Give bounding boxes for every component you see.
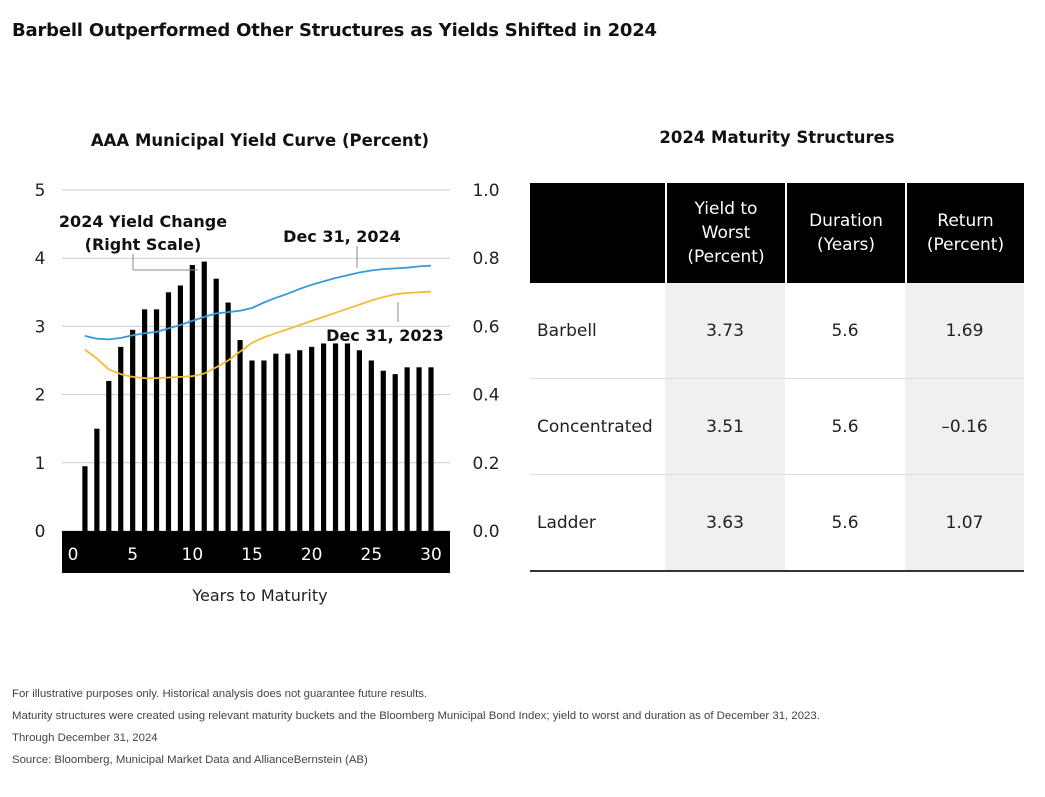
left-y-tick-label: 4	[35, 249, 46, 269]
right-y-tick-label: 0.4	[472, 386, 499, 406]
yield-change-bar	[368, 360, 374, 531]
table-row: Barbell 3.73 5.6 1.69	[530, 283, 1024, 379]
x-tick-label: 30	[420, 545, 442, 565]
yield-change-bar	[392, 374, 398, 531]
yield-change-bar	[177, 285, 183, 531]
cell-yield: 3.51	[665, 379, 785, 475]
yield-change-bar	[416, 367, 422, 531]
cell-return: 1.07	[905, 475, 1024, 572]
x-tick-label: 25	[361, 545, 383, 565]
line-dec-2023	[84, 290, 432, 380]
header-yield-to-worst: Yield to Worst (Percent)	[665, 183, 785, 283]
annotation-yield-change-line2: (Right Scale)	[85, 235, 202, 254]
right-y-tick-label: 0.6	[472, 317, 499, 337]
yield-change-bar	[356, 350, 362, 531]
yield-change-bar	[404, 367, 410, 531]
footnote: Source: Bloomberg, Municipal Market Data…	[12, 754, 368, 766]
cell-duration: 5.6	[785, 475, 905, 572]
yield-change-bar	[189, 265, 195, 531]
row-label: Ladder	[530, 475, 665, 572]
line-dec-2024	[84, 264, 432, 341]
yield-change-bar	[297, 350, 303, 531]
cell-return: 1.69	[905, 283, 1024, 379]
yield-change-bar	[225, 302, 231, 531]
table-title: 2024 Maturity Structures	[659, 128, 895, 147]
annotation-yield-change-line1: 2024 Yield Change	[59, 212, 227, 231]
header-duration: Duration (Years)	[785, 183, 905, 283]
x-axis-label: Years to Maturity	[191, 586, 327, 605]
cell-duration: 5.6	[785, 283, 905, 379]
right-y-tick-label: 0.2	[472, 454, 499, 474]
header-blank	[530, 183, 665, 283]
yield-change-bar	[428, 367, 434, 531]
right-y-tick-label: 1.0	[472, 181, 499, 201]
yield-change-bar	[249, 360, 255, 531]
x-tick-label: 0	[68, 545, 79, 565]
page-title: Barbell Outperformed Other Structures as…	[12, 20, 657, 41]
yield-change-bar	[118, 346, 124, 531]
left-y-tick-label: 5	[35, 181, 46, 201]
annotation-dec-2023: Dec 31, 2023	[326, 326, 444, 345]
yield-change-bar	[153, 309, 160, 531]
footnote: Through December 31, 2024	[12, 732, 158, 744]
table-header-row: Yield to Worst (Percent) Duration (Years…	[530, 183, 1024, 283]
yield-change-bar	[213, 278, 219, 531]
x-tick-label: 10	[182, 545, 204, 565]
yield-change-bar	[201, 261, 207, 531]
yield-change-bar	[344, 343, 351, 531]
yield-change-bar	[82, 466, 88, 531]
yield-change-bar	[237, 340, 243, 531]
x-axis-band	[62, 531, 450, 573]
cell-duration: 5.6	[785, 379, 905, 475]
left-y-tick-label: 2	[35, 386, 46, 406]
yield-change-bar	[380, 370, 386, 531]
table-row: Ladder 3.63 5.6 1.07	[530, 475, 1024, 572]
yield-curve-chart: 0 1 2 3 4 5 0.0 0.2 0.4 0.6 0.8 1.0 0 5 10 15 20 25 30 202…	[35, 181, 500, 605]
yield-change-bar	[321, 343, 327, 531]
right-y-tick-label: 0.8	[472, 249, 499, 269]
yield-change-bar	[106, 380, 112, 531]
x-tick-label: 5	[127, 545, 138, 565]
yield-change-bar	[285, 353, 291, 531]
cell-yield: 3.73	[665, 283, 785, 379]
table-row: Concentrated 3.51 5.6 –0.16	[530, 379, 1024, 475]
cell-yield: 3.63	[665, 475, 785, 572]
yield-change-bar	[273, 353, 279, 531]
footnote: Maturity structures were created using r…	[12, 710, 820, 722]
x-tick-label: 15	[241, 545, 263, 565]
row-label: Concentrated	[530, 379, 665, 475]
left-y-tick-label: 0	[35, 522, 46, 542]
chart-title: AAA Municipal Yield Curve (Percent)	[90, 131, 430, 150]
yield-change-bar	[165, 292, 172, 531]
cell-return: –0.16	[905, 379, 1024, 475]
annotation-dec-2024: Dec 31, 2024	[283, 227, 401, 246]
footnotes: For illustrative purposes only. Historic…	[12, 685, 820, 773]
left-y-tick-label: 1	[35, 454, 46, 474]
x-tick-label: 20	[301, 545, 323, 565]
footnote: For illustrative purposes only. Historic…	[12, 688, 428, 700]
row-label: Barbell	[530, 283, 665, 379]
yield-change-bar	[142, 309, 148, 531]
right-y-tick-label: 0.0	[472, 522, 499, 542]
maturity-structures-table: Yield to Worst (Percent) Duration (Years…	[530, 183, 1024, 572]
header-return: Return (Percent)	[905, 183, 1024, 283]
yield-change-bar	[261, 360, 267, 531]
left-y-tick-label: 3	[35, 317, 46, 337]
yield-change-bar	[332, 343, 339, 531]
yield-change-bar	[309, 346, 315, 531]
yield-change-bar	[130, 329, 136, 531]
yield-change-bar	[94, 428, 100, 531]
